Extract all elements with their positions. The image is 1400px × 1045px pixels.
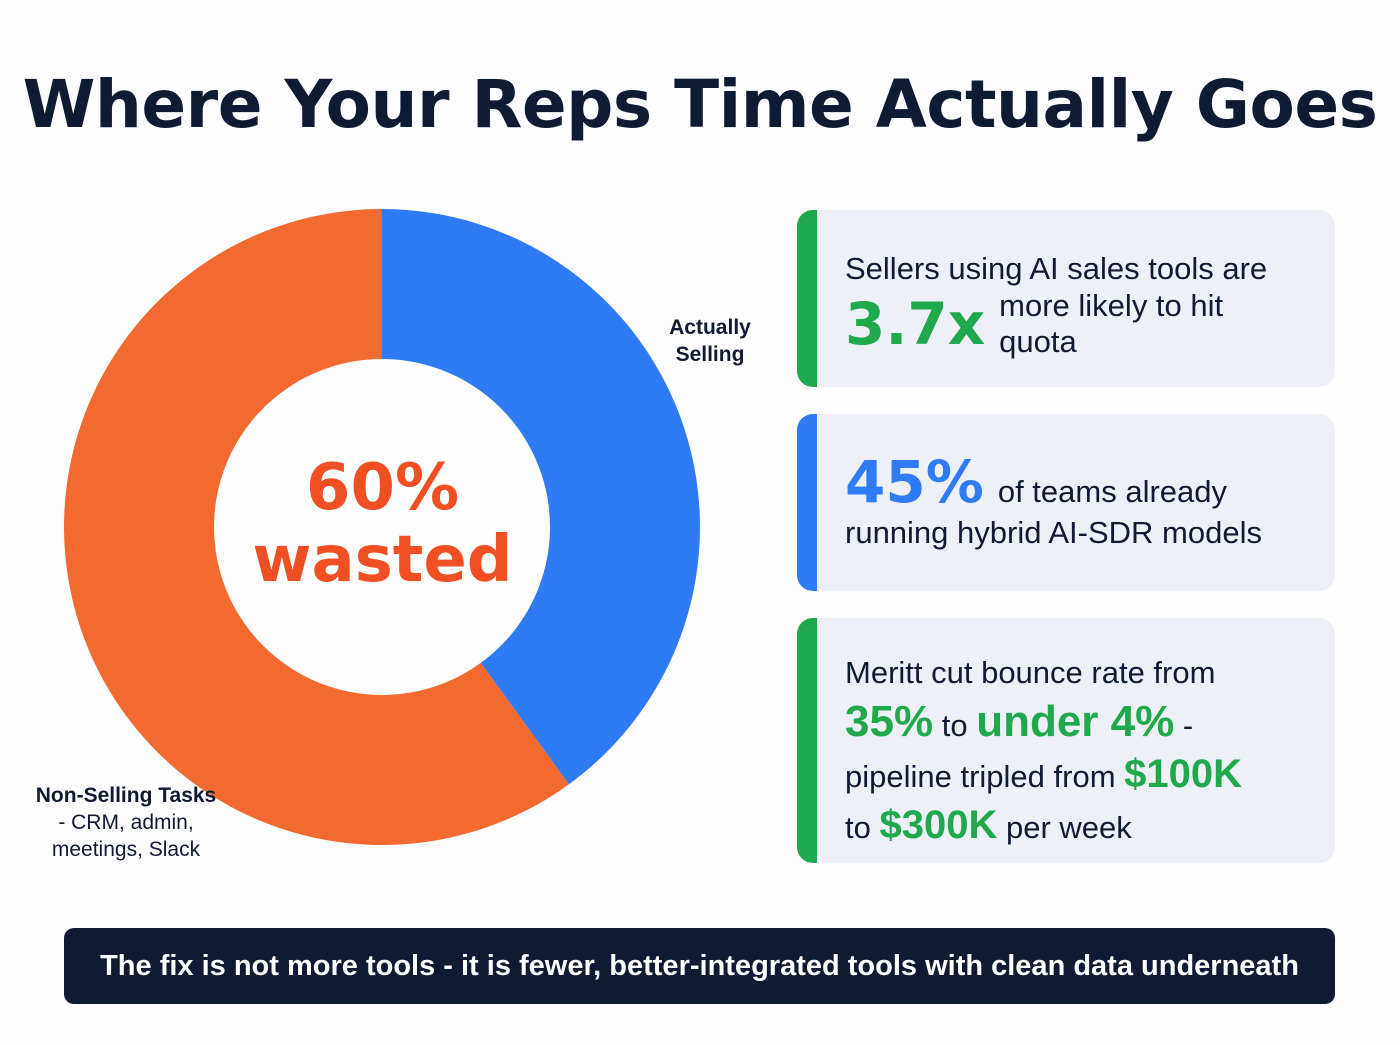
selling-label-line: Selling <box>675 343 745 366</box>
selling-label: Actually Selling <box>640 314 780 368</box>
stat-card-meritt: Meritt cut bounce rate from 35% to under… <box>797 618 1335 863</box>
card-text: quota <box>999 324 1077 359</box>
card-text: pipeline tripled from <box>845 759 1116 794</box>
card-accent-bar <box>797 414 817 591</box>
card-text: per week <box>1005 810 1132 845</box>
stat-card-quota: Sellers using AI sales tools are 3.7x mo… <box>797 210 1335 387</box>
takeaway-banner: The fix is not more tools - it is fewer,… <box>64 928 1335 1004</box>
donut-chart <box>63 209 700 846</box>
card-text: - <box>1182 708 1194 743</box>
card-text: running hybrid AI-SDR models <box>845 515 1262 550</box>
non-selling-detail: meetings, Slack <box>51 838 201 861</box>
non-selling-label: Non-Selling Tasks - CRM, admin, meetings… <box>6 782 246 863</box>
card-stat: 35% <box>845 697 934 746</box>
page-title: Where Your Reps Time Actually Goes <box>22 66 1378 143</box>
card-text: Sellers using AI sales tools are <box>845 251 1268 286</box>
card-text: to <box>845 810 871 845</box>
card-stat: 3.7x <box>845 290 986 358</box>
selling-label-line: Actually <box>669 316 751 339</box>
non-selling-title: Non-Selling Tasks <box>35 784 217 807</box>
stat-card-hybrid: 45% of teams already running hybrid AI-S… <box>797 414 1335 591</box>
donut-slice-non-selling <box>63 209 569 846</box>
donut-slice-actually <box>382 209 700 785</box>
center-caption: wasted <box>252 523 513 597</box>
non-selling-detail: - CRM, admin, <box>58 811 194 834</box>
card-accent-bar <box>797 210 817 387</box>
card-text: more likely to hit <box>999 288 1224 323</box>
center-percent: 60% <box>305 451 460 525</box>
card-stat: 45% <box>845 448 984 516</box>
card-stat: $100K <box>1124 752 1243 796</box>
card-accent-bar <box>797 618 817 863</box>
card-text: to <box>941 708 968 743</box>
card-stat: under 4% <box>976 697 1175 746</box>
card-stat: $300K <box>879 803 998 847</box>
card-text: of teams already <box>997 474 1227 509</box>
card-text: Meritt cut bounce rate from <box>845 655 1216 690</box>
